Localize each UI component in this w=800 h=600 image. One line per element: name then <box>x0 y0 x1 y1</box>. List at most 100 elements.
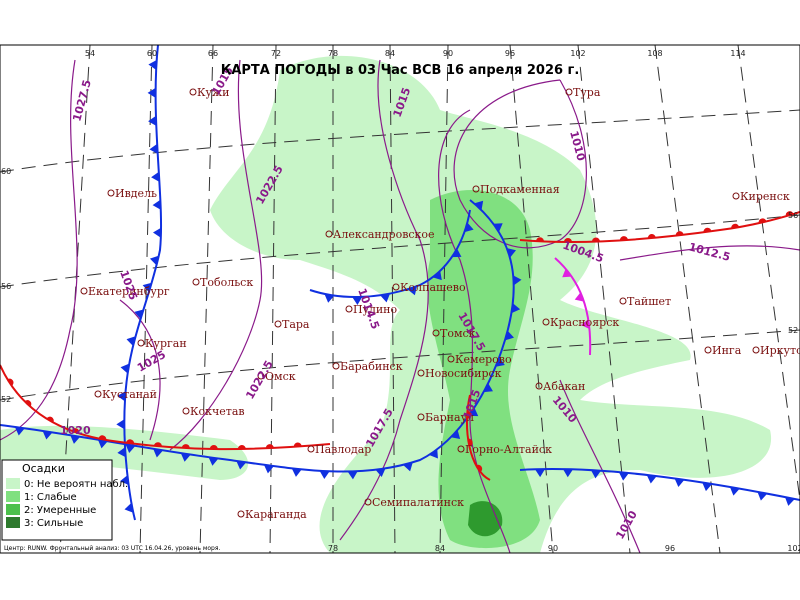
legend-item: 1: Слабые <box>24 492 77 503</box>
front-semicircle <box>209 445 218 450</box>
city-marker <box>752 346 760 354</box>
city-marker <box>237 510 245 518</box>
legend-swatch <box>6 517 20 528</box>
legend-swatch <box>6 478 20 489</box>
front-semicircle <box>475 464 483 473</box>
city-marker <box>80 287 88 295</box>
front-line <box>0 199 515 473</box>
grid-label: 72 <box>271 49 281 58</box>
map-title: КАРТА ПОГОДЫ в 03 Час ВСВ 16 апреля 2026… <box>221 63 580 78</box>
front-semicircle <box>703 227 712 233</box>
front-semicircle <box>467 438 473 447</box>
precip <box>0 55 772 553</box>
grid-label: 102 <box>787 544 800 553</box>
city-marker <box>274 320 282 328</box>
city-label: Кустанай <box>102 388 157 401</box>
city-marker <box>417 369 425 377</box>
front-semicircle <box>466 410 472 419</box>
city-label: Кемерово <box>455 353 512 366</box>
front-triangle <box>729 486 740 496</box>
city-label: Пудино <box>353 303 398 316</box>
grid-label: 54 <box>85 49 95 58</box>
city-label: Горно-Алтайск <box>465 443 552 456</box>
grid-label: 52 <box>788 326 798 335</box>
front-triangle <box>124 502 134 513</box>
front-triangle <box>152 199 161 210</box>
city-marker <box>257 372 265 380</box>
grid-label: 56 <box>788 211 798 220</box>
grid-label: 84 <box>435 544 445 553</box>
front-triangle <box>149 255 159 266</box>
isobar-label: 1020 <box>60 424 91 437</box>
front-triangle <box>495 357 505 367</box>
front-triangle <box>142 282 152 293</box>
front-triangle <box>153 448 164 458</box>
front-semicircle <box>46 416 54 423</box>
city-label: Семипалатинск <box>372 496 464 509</box>
front-triangle <box>511 303 521 314</box>
front-triangle <box>352 296 363 305</box>
grid-label: 84 <box>385 49 395 58</box>
city-label: Екатеринбург <box>88 285 170 298</box>
front-semicircle <box>619 236 628 241</box>
front-triangle <box>580 319 590 330</box>
city-label: Ивдель <box>115 187 157 200</box>
grid-label: 114 <box>730 49 745 58</box>
front-line <box>123 44 163 521</box>
front-triangle <box>534 469 545 478</box>
grid-label: 102 <box>570 49 585 58</box>
front-triangle <box>757 491 768 501</box>
city-label: Караганда <box>245 508 307 521</box>
legend-swatch <box>6 504 20 515</box>
front-semicircle <box>7 378 14 386</box>
legend-box <box>1 459 113 541</box>
front-triangle <box>702 482 713 492</box>
front-triangle <box>504 330 515 341</box>
city-marker <box>432 329 440 337</box>
city-marker <box>192 278 200 286</box>
front-semicircle <box>98 435 107 441</box>
legend-item: 0: Не вероятн набл. <box>24 479 128 490</box>
grid-label: 96 <box>505 49 515 58</box>
front-triangle <box>42 430 53 440</box>
city-marker <box>704 346 712 354</box>
city-label: Колпашево <box>400 281 466 294</box>
city-label: Барабинск <box>340 360 403 373</box>
city-marker <box>94 390 102 398</box>
front-triangle <box>117 391 126 402</box>
city-label: Тара <box>282 318 310 331</box>
grid-label: 52 <box>1 395 11 404</box>
city-marker <box>325 230 333 238</box>
front-triangle <box>432 270 442 281</box>
front-triangle <box>319 470 330 480</box>
grid-label: 108 <box>647 49 662 58</box>
front-semicircle <box>153 442 162 447</box>
front-semicircle <box>785 211 794 217</box>
map-frame <box>0 44 800 554</box>
front-triangle <box>148 59 157 70</box>
legend-item: 3: Сильные <box>24 518 83 529</box>
front-triangle <box>674 478 685 488</box>
city-marker <box>189 88 197 96</box>
front-triangle <box>117 447 126 458</box>
front-triangle <box>452 248 462 258</box>
front-triangle <box>151 171 160 182</box>
city-marker <box>535 382 543 390</box>
front-semicircle <box>731 223 740 229</box>
front-semicircle <box>24 400 32 407</box>
grid-label: 66 <box>208 49 218 58</box>
front-semicircle <box>265 444 274 449</box>
front-triangle <box>125 444 136 453</box>
front-triangle <box>208 457 219 466</box>
front-semicircle <box>647 234 656 239</box>
front-triangle <box>506 248 517 258</box>
front-triangle <box>70 435 81 444</box>
city-label: Омск <box>265 370 296 383</box>
city-marker <box>619 297 627 305</box>
front-triangle <box>562 469 573 478</box>
grid-label: 60 <box>147 49 157 58</box>
front-triangle <box>590 470 601 479</box>
front-semicircle <box>71 428 80 434</box>
front-semicircle <box>563 237 572 242</box>
